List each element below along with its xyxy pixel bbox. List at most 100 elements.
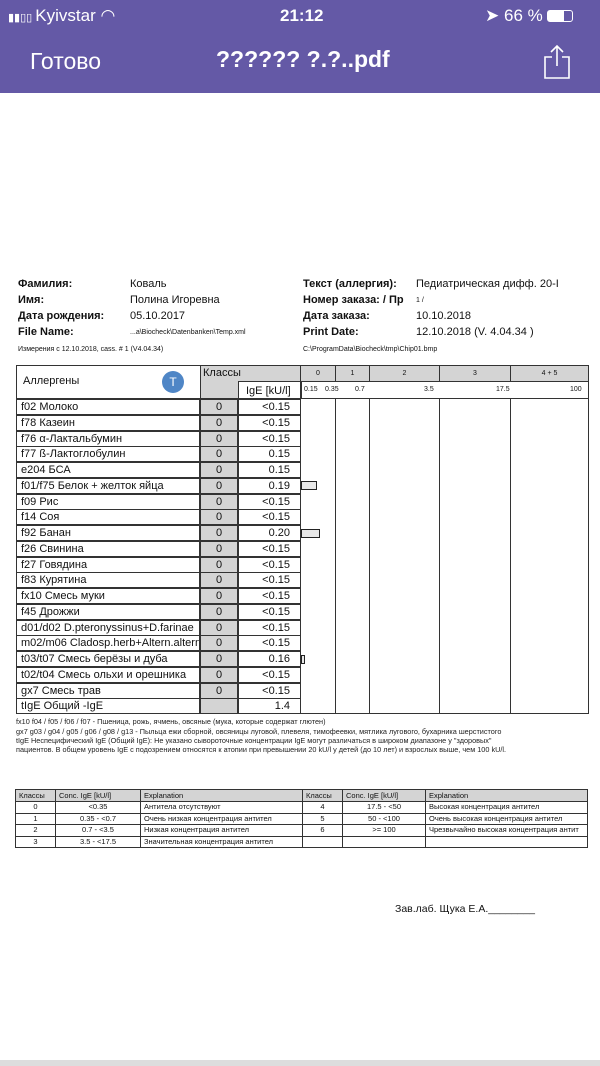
legend-header: Conc. IgE [kU/l]: [342, 789, 426, 802]
allergen-class: 0: [200, 556, 238, 573]
legend-cell: Высокая концентрация антител: [425, 801, 588, 814]
allergen-name: f83 Курятина: [16, 572, 200, 589]
name-label: Имя:: [18, 294, 45, 306]
share-icon[interactable]: [543, 44, 571, 79]
scale-tick: 0.7: [355, 386, 365, 393]
allergens-header: Аллергены T: [16, 365, 201, 399]
legend-cell: [425, 835, 588, 848]
class-column-header: 0: [300, 365, 336, 382]
note: пациентов. В общем уровень IgE с подозре…: [16, 745, 507, 754]
table-row: f02 Молоко 0 <0.15: [16, 399, 302, 415]
allergen-name: fx10 Смесь муки: [16, 588, 200, 604]
allergen-class: 0: [200, 588, 238, 604]
allergen-name: t03/t07 Смесь берёзы и дуба: [16, 651, 200, 667]
legend-row: 2 0.7 - <3.5 Низкая концентрация антител 6 >…: [15, 824, 588, 837]
table-row: f01/f75 Белок + желток яйца 0 0.19: [16, 477, 302, 494]
allergen-name: t02/t04 Смесь ольхи и орешника: [16, 666, 200, 683]
file: ...a\Biocheck\Datenbanken\Temp.xml: [130, 329, 246, 336]
allergen-class: 0: [200, 493, 238, 510]
scale-tick: 0.15: [304, 386, 318, 393]
file-label: File Name:: [18, 326, 74, 338]
legend-cell: Чрезвычайно высокая концентрация антит: [425, 824, 588, 837]
grid-line: [588, 399, 589, 714]
legend-header: Классы: [302, 789, 343, 802]
allergen-name: d01/d02 D.pteronyssinus+D.farinae: [16, 619, 200, 636]
allergen-name: f45 Дрожжи: [16, 603, 200, 620]
table-row: f92 Банан 0 0.20: [16, 525, 302, 541]
legend-cell: 5: [302, 812, 343, 825]
allergen-class: 0: [200, 603, 238, 620]
allergen-icon: T: [162, 371, 184, 393]
allergen-value: 1.4: [238, 698, 301, 715]
table-row: e204 БСА 0 0.15: [16, 462, 302, 478]
allergen-class: 0: [200, 651, 238, 667]
legend-cell: Очень высокая концентрация антител: [425, 812, 588, 825]
table-row: f27 Говядина 0 <0.15: [16, 556, 302, 573]
grid-line: [369, 399, 370, 714]
allergen-value: <0.15: [238, 572, 301, 589]
order: 1 /: [416, 297, 424, 304]
ige-header: IgE [kU/l]: [238, 381, 302, 399]
allergen-class: 0: [200, 525, 238, 541]
class-column-header: 4 + 5: [510, 365, 589, 382]
allergen-class: 0: [200, 446, 238, 463]
table-row: f83 Курятина 0 <0.15: [16, 572, 302, 589]
print-date: 12.10.2018 (V. 4.04.34 ): [416, 326, 534, 338]
table-row: f14 Соя 0 <0.15: [16, 509, 302, 526]
table-row: t03/t07 Смесь берёзы и дуба 0 0.16: [16, 651, 302, 667]
legend-cell: 3.5 - <17.5: [55, 835, 141, 848]
legend-row: 0 <0.35 Антитела отсутствуют 4 17.5 - <50 Выс…: [15, 801, 588, 814]
legend-cell: 4: [302, 801, 343, 814]
table-row: m02/m06 Cladosp.herb+Altern.alternata 0 <0…: [16, 635, 302, 652]
allergen-value: 0.19: [238, 477, 301, 494]
legend-cell: [302, 835, 343, 848]
allergen-value: <0.15: [238, 430, 301, 447]
class-legend-table: Классы Conc. IgE [kU/l] Explanation Классы C…: [15, 789, 588, 848]
done-button[interactable]: Готово: [30, 48, 102, 74]
legend-header: Классы: [15, 789, 56, 802]
legend-header: Explanation: [425, 789, 588, 802]
measure-info: Измерения с 12.10.2018, cass. # 1 (V4.04…: [18, 346, 164, 353]
allergen-value: <0.15: [238, 414, 301, 431]
allergen-value: <0.15: [238, 588, 301, 604]
legend-cell: 17.5 - <50: [342, 801, 426, 814]
allergen-class: 0: [200, 462, 238, 478]
ige-bar: [301, 528, 320, 538]
allergen-class: 0: [200, 572, 238, 589]
legend-cell: 0.7 - <3.5: [55, 824, 141, 837]
allergen-value: <0.15: [238, 619, 301, 636]
order-date: 10.10.2018: [416, 310, 472, 322]
legend-cell: Низкая концентрация антител: [140, 824, 303, 837]
grid-line: [335, 399, 336, 714]
legend-cell: 0.35 - <0.7: [55, 812, 141, 825]
signature: Зав.лаб. Щука Е.А.________: [395, 903, 535, 915]
legend-cell: 6: [302, 824, 343, 837]
battery: ➤ 66 %: [485, 6, 574, 26]
nav-bar: ▮▮▯▯ Kyivstar ◠ 21:12 ➤ 66 % Готово ????…: [0, 0, 600, 93]
allergen-name: f92 Банан: [16, 525, 200, 541]
ige-bar: [301, 654, 306, 664]
test: Педиатрическая дифф. 20-I: [416, 278, 559, 290]
legend-cell: 3: [15, 835, 56, 848]
allergen-value: <0.15: [238, 666, 301, 683]
ige-bar: [301, 481, 317, 491]
legend-cell: >= 100: [342, 824, 426, 837]
allergen-class: [200, 698, 238, 715]
allergen-name: e204 БСА: [16, 462, 200, 478]
legend-cell: 1: [15, 812, 56, 825]
class-column-header: 1: [335, 365, 370, 382]
allergen-class: 0: [200, 540, 238, 557]
legend-cell: Антитела отсутствуют: [140, 801, 303, 814]
print-label: Print Date:: [303, 326, 359, 338]
table-row: t02/t04 Смесь ольхи и орешника 0 <0.15: [16, 666, 302, 683]
allergen-name: f09 Рис: [16, 493, 200, 510]
table-row: f78 Казеин 0 <0.15: [16, 414, 302, 431]
signal-icon: ▮▮▯▯: [8, 12, 36, 24]
allergen-value: 0.15: [238, 446, 301, 463]
allergen-name: f77 ß-Лактоглобулин: [16, 446, 200, 463]
ige-scale: [300, 381, 589, 399]
allergen-class: 0: [200, 682, 238, 699]
location-icon: ➤: [485, 6, 500, 25]
legend-header: Conc. IgE [kU/l]: [55, 789, 141, 802]
allergen-value: <0.15: [238, 399, 301, 415]
